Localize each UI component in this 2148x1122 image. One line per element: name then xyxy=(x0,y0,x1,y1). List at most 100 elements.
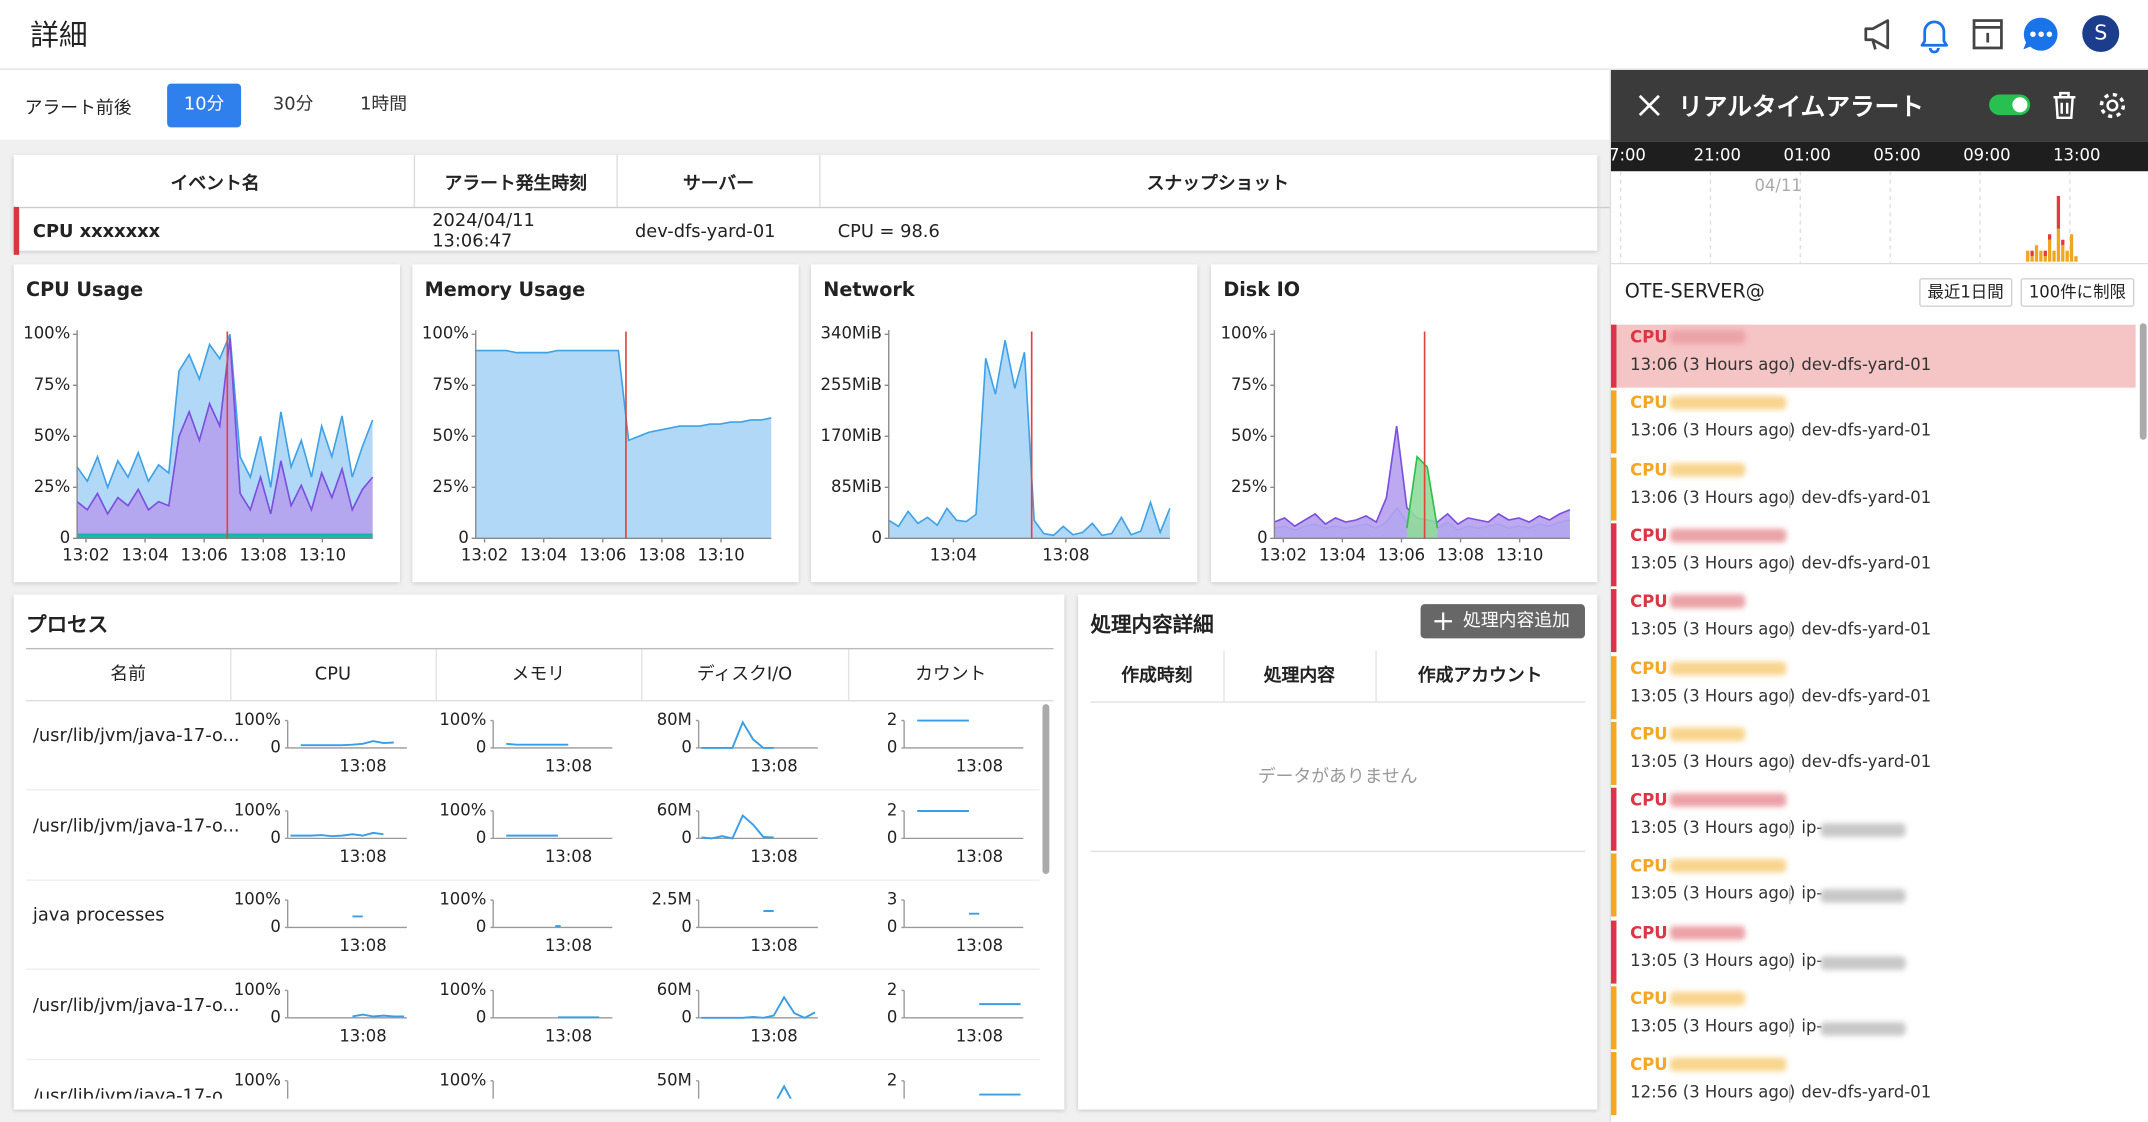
alert-item[interactable]: CPU 13:06 (3 Hours ago) dev-dfs-yard-01 xyxy=(1611,456,2136,521)
y-tick-label: 0 xyxy=(476,827,486,846)
chart-title: CPU Usage xyxy=(26,279,144,302)
column-header: サーバー xyxy=(617,154,821,209)
header-bottom-line xyxy=(26,700,1054,702)
header-line xyxy=(1090,701,1585,703)
chart-plot: 0 85MiB 170MiB 255MiB 340MiB 13:04 13:08 xyxy=(821,324,1171,565)
y-tick-label: 0 xyxy=(476,917,486,936)
x-tick-label: 13:08 xyxy=(545,757,592,776)
y-tick-label: 0 xyxy=(476,1007,486,1026)
alert-item[interactable]: CPU 12:56 (3 Hours ago) dev-dfs-yard-01 xyxy=(1611,1052,2136,1116)
y-tick-label: 0 xyxy=(270,737,280,756)
process-name: /usr/lib/jvm/java-17-o... xyxy=(32,1086,240,1099)
realtime-toggle[interactable] xyxy=(1989,94,2031,116)
timeline-tick-label: 7:00 xyxy=(1611,146,1646,165)
server-name: OTE-SERVER@ xyxy=(1624,280,1765,303)
sparkline: 0 60M 13:08 xyxy=(657,980,818,1046)
y-tick-label: 0 xyxy=(681,827,691,846)
y-tick-label: 2 xyxy=(887,980,897,999)
alert-server: dev-dfs-yard-01 xyxy=(1801,354,1932,374)
alert-item[interactable]: CPU 13:05 (3 Hours ago) dev-dfs-yard-01 xyxy=(1611,589,2136,653)
series-line xyxy=(475,349,772,442)
alert-label: CPU xyxy=(1630,327,1668,347)
filter-button[interactable]: 最近1日間 xyxy=(1919,278,2012,307)
chart-plot: 0 25% 50% 75% 100% 13:02 13:04 13:06 13:08 13:10 xyxy=(422,324,772,565)
separator xyxy=(1789,623,1791,640)
alert-label: CPU xyxy=(1630,856,1668,876)
timeline-bar xyxy=(2043,256,2047,262)
x-tick-label: 13:08 xyxy=(1437,546,1484,565)
y-tick-label: 50M xyxy=(657,1070,692,1089)
event-row: CPU xxxxxxx 2024/04/11 13:06:47 dev-dfs-ya… xyxy=(13,207,1615,255)
alert-item[interactable]: CPU 13:05 (3 Hours ago) ip- xyxy=(1611,853,2136,917)
chart-title: Memory Usage xyxy=(424,279,586,302)
alert-item[interactable]: CPU 13:05 (3 Hours ago) dev-dfs-yard-01 xyxy=(1611,523,2136,587)
plus-icon xyxy=(1434,612,1453,631)
alert-level-bar xyxy=(1611,655,1617,719)
alert-time: 13:05 (3 Hours ago) xyxy=(1630,553,1796,573)
announce-icon[interactable] xyxy=(1860,16,1898,52)
chat-icon[interactable] xyxy=(2022,15,2060,53)
x-tick-label: 13:08 xyxy=(545,937,592,956)
x-tick-label: 13:08 xyxy=(339,1027,386,1046)
timeline-bar xyxy=(2056,228,2061,262)
avatar[interactable]: S xyxy=(2082,15,2120,53)
y-tick-label: 0 xyxy=(871,528,881,547)
sparkline-line xyxy=(701,995,816,1020)
y-tick-label: 60M xyxy=(657,980,692,999)
range-button[interactable]: 30分 xyxy=(272,94,314,116)
range-button[interactable]: 1時間 xyxy=(360,94,408,116)
alert-item[interactable]: CPU 13:05 (3 Hours ago) dev-dfs-yard-01 xyxy=(1611,655,2136,719)
redacted xyxy=(1820,955,1906,970)
row-line xyxy=(26,879,1040,881)
sparkline-line xyxy=(701,813,774,840)
separator xyxy=(1789,491,1791,508)
series-area xyxy=(77,338,373,539)
range-button[interactable]: 10分 xyxy=(167,83,242,128)
x-tick-label: 13:08 xyxy=(339,847,386,866)
alert-level-bar xyxy=(1611,390,1617,454)
close-icon[interactable] xyxy=(1638,94,1660,117)
x-tick-label: 13:02 xyxy=(62,546,109,565)
alert-label: CPU xyxy=(1630,989,1668,1009)
column-header: 名前 xyxy=(26,649,232,701)
y-tick-label: 100% xyxy=(234,800,281,819)
alert-label: CPU xyxy=(1630,459,1668,479)
alert-server: dev-dfs-yard-01 xyxy=(1801,1082,1932,1102)
y-tick-label: 0 xyxy=(681,737,691,756)
y-tick-label: 100% xyxy=(439,800,486,819)
alert-item[interactable]: CPU 13:06 (3 Hours ago) dev-dfs-yard-01 xyxy=(1611,390,2136,454)
x-tick-label: 13:04 xyxy=(930,546,977,565)
y-tick-label: 25% xyxy=(1231,477,1268,496)
x-tick-label: 13:08 xyxy=(339,757,386,776)
add-button[interactable]: 処理内容追加 xyxy=(1420,604,1585,639)
y-tick-label: 100% xyxy=(439,980,486,999)
y-tick-label: 0 xyxy=(887,737,897,756)
chart-card: CPU Usage 0 25% 50% 75% 100% 13:02 13:04 13:06 13… xyxy=(13,264,401,583)
alert-item[interactable]: CPU 13:05 (3 Hours ago) ip- xyxy=(1611,787,2136,851)
y-tick-label: 100% xyxy=(439,710,486,729)
separator xyxy=(1789,1086,1791,1104)
realtime-title: リアルタイムアラート xyxy=(1678,93,1924,122)
redacted xyxy=(1669,660,1787,675)
chart-title: Disk IO xyxy=(1223,279,1301,302)
y-tick-label: 0 xyxy=(270,827,280,846)
alert-item[interactable]: CPU 13:06 (3 Hours ago) dev-dfs-yard-01 xyxy=(1611,324,2136,388)
bell-icon[interactable] xyxy=(1916,15,1952,54)
panel-icon[interactable] xyxy=(1970,16,2006,52)
y-tick-label: 100% xyxy=(234,710,281,729)
alert-time: 13:05 (3 Hours ago) xyxy=(1630,817,1796,838)
event-cell: 2024/04/11 13:06:47 xyxy=(432,210,535,253)
x-tick-label: 13:08 xyxy=(750,847,797,866)
alert-item[interactable]: CPU 13:05 (3 Hours ago) ip- xyxy=(1611,986,2136,1050)
range-bar: アラート前後 10分 30分 1時間 xyxy=(0,69,1610,140)
x-tick-label: 13:08 xyxy=(638,546,685,565)
alert-item[interactable]: CPU 13:05 (3 Hours ago) dev-dfs-yard-01 xyxy=(1611,721,2136,785)
filter-button[interactable]: 100件に制限 xyxy=(2020,278,2135,307)
alert-level-bar xyxy=(1611,787,1617,851)
alert-item[interactable]: CPU 13:05 (3 Hours ago) ip- xyxy=(1611,920,2136,984)
settings-icon[interactable] xyxy=(2097,90,2127,120)
timeline-date: 04/11 xyxy=(1754,176,1801,195)
timeline-bar xyxy=(2056,195,2061,229)
trash-icon[interactable] xyxy=(2051,90,2078,120)
